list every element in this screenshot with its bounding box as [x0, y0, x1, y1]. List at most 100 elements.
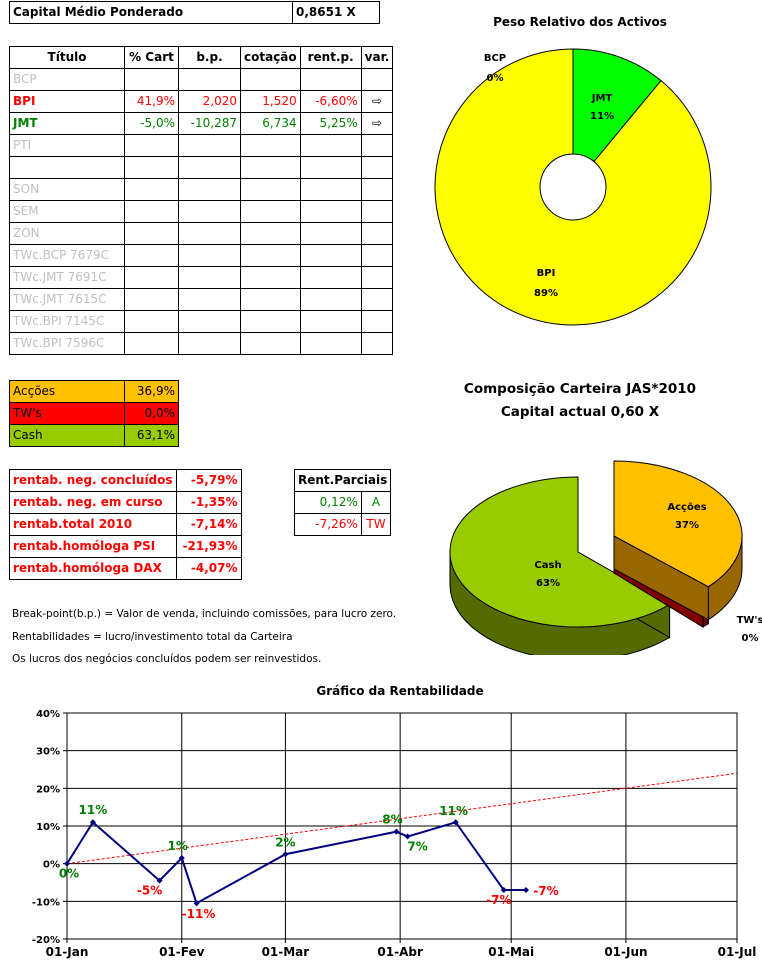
pie3d-pct-accoes: 37%: [675, 520, 699, 531]
allocation-value: 0,0%: [124, 402, 179, 425]
cell-cotacao: [240, 244, 301, 267]
rentabilidade-point: [64, 860, 70, 867]
cell-var-arrow: [360, 332, 394, 355]
cell-bp: [178, 222, 241, 245]
cell-bp: [178, 244, 241, 267]
point-label: 8%: [382, 813, 402, 827]
donut-chart: BCP 0% JMT 11% BPI 89%: [434, 48, 712, 326]
rentab-table: rentab. neg. concluídos -5,79% rentab. neg…: [9, 469, 242, 580]
cell-titulo: SEM: [9, 200, 125, 223]
allocation-label: Cash: [9, 424, 125, 447]
x-tick-label: 01-Fev: [159, 945, 205, 959]
portfolio-row: TWc.JMT 7615C: [9, 288, 394, 311]
x-tick-label: 01-Jun: [604, 945, 647, 959]
cell-pct: [124, 332, 179, 355]
portfolio-row: SON: [9, 178, 394, 201]
x-tick-label: 01-Jul: [718, 945, 757, 959]
cell-pct: [124, 288, 179, 311]
allocation-label: TW's: [9, 402, 125, 425]
cell-var-arrow: [360, 244, 394, 267]
rentab-label: rentab.total 2010: [9, 513, 177, 536]
cell-var-arrow: [360, 288, 394, 311]
pie3d-chart-title: Composição Carteira JAS*2010: [463, 381, 697, 397]
cell-var-arrow: [360, 310, 394, 333]
cell-var-arrow: [360, 134, 394, 157]
rentab-row: rentab. neg. concluídos -5,79%: [9, 469, 242, 492]
cell-cotacao: [240, 200, 301, 223]
col-rent: rent.p.: [299, 46, 362, 69]
cell-rent: 5,25%: [299, 112, 362, 135]
point-label: 11%: [439, 804, 468, 818]
allocation-table: Acções 36,9% TW's 0,0% Cash 63,1%: [9, 380, 179, 447]
capital-table: Capital Médio Ponderado 0,8651 X: [9, 1, 380, 24]
cell-pct: [124, 222, 179, 245]
cell-rent: [299, 200, 362, 223]
cell-rent: [299, 288, 362, 311]
cell-titulo: ZON: [9, 222, 125, 245]
line-chart: 40% 30% 20% 10% 0% -10% -20%01-Jan 01-Fev 01-Mar…: [32, 709, 757, 959]
pie3d-slice-cash: [449, 476, 671, 655]
y-tick-label: -20%: [32, 935, 60, 946]
point-label: 2%: [275, 835, 295, 849]
pie3d-slice-accoes: [613, 460, 743, 621]
cell-var-arrow: [360, 68, 394, 91]
cell-pct: -5,0%: [124, 112, 179, 135]
parciais-value: -7,26%: [294, 513, 362, 536]
cell-bp: 2,020: [178, 90, 241, 113]
cell-bp: -10,287: [178, 112, 241, 135]
allocation-row: Acções 36,9%: [9, 380, 179, 403]
rentab-row: rentab.homóloga DAX -4,07%: [9, 557, 242, 580]
pie3d-pct-cash: 63%: [536, 578, 560, 589]
point-label: 11%: [79, 803, 108, 817]
note-lucros: Os lucros dos negócios concluídos podem …: [12, 653, 322, 665]
parciais-row: -7,26% TW: [294, 513, 392, 536]
cell-bp: [178, 200, 241, 223]
donut-slice-jmt: [572, 48, 662, 163]
cell-var-arrow: [360, 156, 394, 179]
cell-rent: [299, 244, 362, 267]
pie3d-pct-tws: 0%: [742, 633, 759, 644]
note-breakpoint: Break-point(b.p.) = Valor de venda, incl…: [12, 608, 397, 620]
cell-pct: [124, 310, 179, 333]
cell-rent: [299, 222, 362, 245]
col-cotacao: cotação: [240, 46, 301, 69]
allocation-label: Acções: [9, 380, 125, 403]
rentab-label: rentab.homóloga DAX: [9, 557, 177, 580]
donut-pct-jmt: 11%: [590, 111, 614, 122]
cell-bp: [178, 68, 241, 91]
rentab-label: rentab. neg. em curso: [9, 491, 177, 514]
parciais-value: 0,12%: [294, 491, 362, 514]
trendline: [66, 772, 738, 865]
cell-titulo: [9, 156, 125, 179]
cell-cotacao: [240, 222, 301, 245]
rentab-row: rentab.homóloga PSI -21,93%: [9, 535, 242, 558]
cell-var-arrow: [360, 178, 394, 201]
rentab-value: -5,79%: [175, 469, 242, 492]
cell-var-arrow: [360, 222, 394, 245]
rentab-label: rentab.homóloga PSI: [9, 535, 177, 558]
rentabilidade-point: [393, 828, 400, 835]
portfolio-row: ZON: [9, 222, 394, 245]
cell-rent: [299, 310, 362, 333]
pie3d-label-cash: Cash: [534, 560, 561, 571]
portfolio-row: JMT -5,0% -10,287 6,734 5,25% ⇨: [9, 112, 394, 135]
pie3d-chart: Acções 37% Cash 63% TW's 0%: [449, 460, 762, 655]
cell-bp: [178, 288, 241, 311]
rentabilidade-point: [404, 833, 411, 840]
point-label: -7%: [533, 884, 558, 898]
y-tick-label: 40%: [36, 709, 60, 720]
y-tick-label: -10%: [32, 897, 60, 908]
capital-label: Capital Médio Ponderado: [9, 1, 293, 24]
cell-titulo: BCP: [9, 68, 125, 91]
line-chart-title: Gráfico da Rentabilidade: [316, 684, 484, 698]
allocation-row: TW's 0,0%: [9, 402, 179, 425]
cell-titulo: BPI: [9, 90, 125, 113]
y-tick-label: 30%: [36, 747, 60, 758]
parciais-row: 0,12% A: [294, 491, 392, 514]
cell-bp: [178, 178, 241, 201]
rentabilidade-point: [500, 887, 507, 894]
portfolio-row: TWc.JMT 7691C: [9, 266, 394, 289]
cell-titulo: TWc.BPI 7596C: [9, 332, 125, 355]
parciais-tag: A: [360, 491, 392, 514]
y-tick-label: 10%: [36, 822, 60, 833]
